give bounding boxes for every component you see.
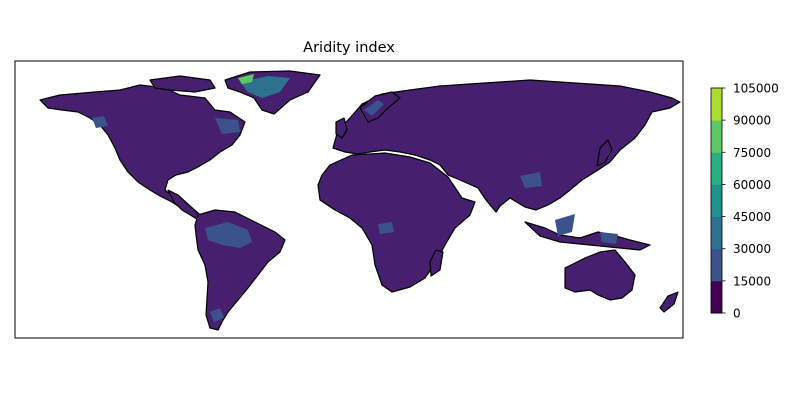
colorbar-band: [711, 88, 722, 121]
map-title: Aridity index: [303, 40, 395, 56]
colorbar-band: [711, 184, 722, 218]
colorbar-band: [711, 248, 722, 282]
colorbar-tick-label: 90000: [733, 114, 771, 128]
colorbar-ticks: 0 15000 30000 45000 60000 75000 90000 105000: [722, 82, 779, 321]
patch-canada-east: [215, 118, 240, 134]
colorbar-tick-label: 0: [733, 307, 741, 321]
colorbar-tick-label: 30000: [733, 242, 771, 256]
colorbar-tick-label: 45000: [733, 210, 771, 224]
colorbar-tick-label: 75000: [733, 146, 771, 160]
colorbar-band: [711, 152, 722, 185]
patch-norway: [364, 100, 384, 116]
land-britain: [335, 117, 348, 139]
colorbar-tick-label: 105000: [733, 82, 779, 96]
patch-congo: [378, 222, 394, 234]
patch-amazon: [205, 222, 252, 248]
colorbar: 0 15000 30000 45000 60000 75000 90000 105000: [710, 82, 779, 321]
colorbar-tick-label: 15000: [733, 274, 771, 288]
patch-greenland-peak: [238, 74, 254, 84]
land-madagascar: [429, 249, 444, 277]
patch-greenland-high: [240, 76, 290, 98]
aridity-patches: [92, 74, 618, 322]
land-new-zealand: [659, 291, 679, 313]
colorbar-frame: [710, 87, 723, 314]
colorbar-band: [711, 280, 722, 314]
colorbar-band: [711, 120, 722, 153]
patch-papua: [600, 232, 618, 244]
patch-china-south: [520, 172, 542, 188]
land-southeast-asia-islands: [524, 221, 651, 251]
patch-pacific-nw: [92, 116, 108, 128]
map-panel: [14, 60, 684, 339]
map-frame: [14, 60, 684, 339]
land-australia: [564, 249, 636, 301]
land-eurasia: [332, 79, 681, 213]
colorbar-bands: [711, 88, 722, 314]
land-layer: [39, 70, 681, 331]
patch-patagonia: [210, 308, 224, 322]
patch-indonesia: [555, 214, 575, 236]
colorbar-band: [711, 216, 722, 250]
land-japan: [596, 139, 613, 167]
land-arctic-islands: [149, 75, 216, 93]
land-north-america: [39, 84, 246, 207]
colorbar-tick-label: 60000: [733, 178, 771, 192]
